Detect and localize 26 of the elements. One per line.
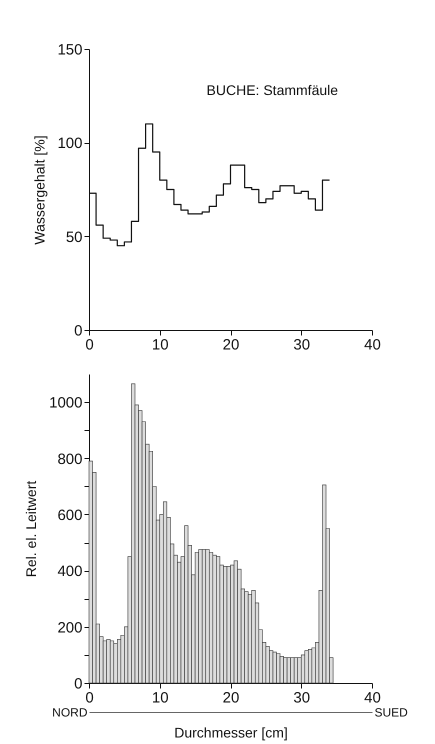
x-tick-label: 0 bbox=[85, 336, 94, 354]
y-tick-label: 600 bbox=[57, 506, 82, 524]
x-tick-label: 10 bbox=[152, 690, 169, 706]
x-tick-label: 40 bbox=[364, 336, 381, 354]
x-tick-label: 40 bbox=[364, 690, 381, 706]
y-tick-label: 200 bbox=[57, 619, 82, 636]
y-tick-label: 800 bbox=[57, 450, 82, 468]
x-tick-label: 20 bbox=[222, 336, 240, 354]
y-tick-label: 0 bbox=[74, 322, 82, 340]
x-tick-label: 0 bbox=[85, 690, 94, 706]
x-axis-title: Durchmesser [cm] bbox=[174, 724, 288, 740]
y-tick-label: 150 bbox=[57, 42, 82, 58]
y-axis-title: Wassergehalt [%] bbox=[31, 135, 48, 245]
y-tick-label: 0 bbox=[74, 676, 82, 692]
text: BUCHE: Stammfäule bbox=[206, 82, 338, 98]
text: SUED bbox=[374, 706, 408, 720]
text: NORD bbox=[52, 706, 88, 720]
y-tick-label: 1000 bbox=[49, 394, 82, 412]
x-tick-label: 10 bbox=[152, 336, 169, 354]
y-tick-label: 100 bbox=[57, 135, 82, 152]
y-tick-label: 400 bbox=[57, 563, 82, 580]
x-tick-label: 30 bbox=[293, 690, 310, 706]
y-tick-label: 50 bbox=[66, 228, 82, 246]
x-tick-label: 20 bbox=[222, 690, 240, 706]
x-tick-label: 30 bbox=[293, 336, 310, 354]
y-axis-title: Rel. el. Leitwert bbox=[23, 480, 40, 578]
